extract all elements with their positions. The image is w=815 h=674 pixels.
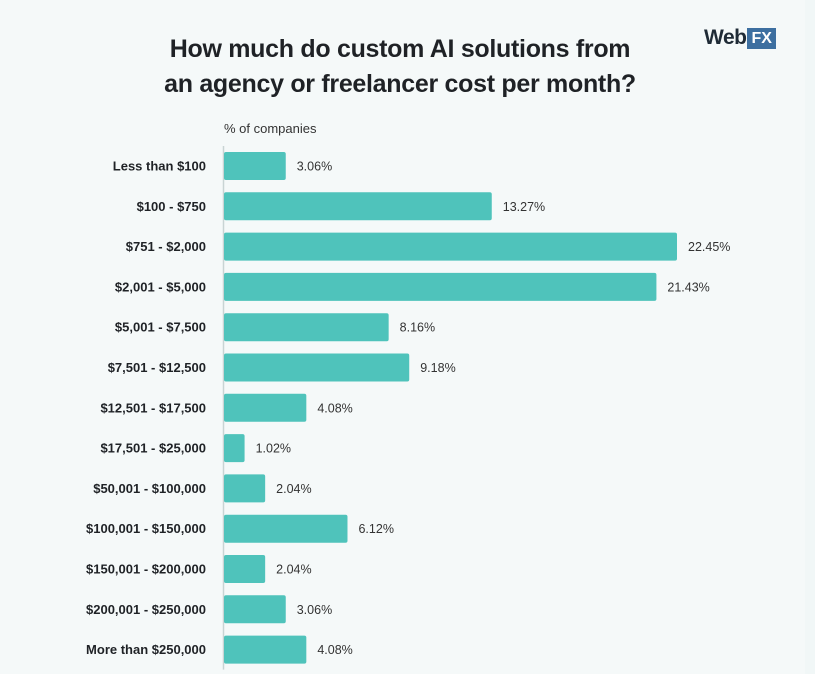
- bar: [224, 595, 286, 624]
- value-label: 2.04%: [276, 482, 311, 496]
- value-label: 8.16%: [400, 321, 435, 335]
- bar: [224, 152, 286, 180]
- category-label: $200,001 - $250,000: [86, 602, 206, 617]
- value-label: 3.06%: [297, 603, 332, 617]
- value-label: 2.04%: [276, 563, 311, 577]
- bar: [224, 232, 677, 261]
- bar: [224, 514, 348, 543]
- bar: [224, 434, 245, 463]
- category-label: $5,001 - $7,500: [115, 320, 206, 335]
- bar: [224, 353, 410, 382]
- category-label: More than $250,000: [86, 642, 206, 657]
- bar: [224, 635, 307, 664]
- chart-title: How much do custom AI solutions from an …: [110, 32, 690, 102]
- value-label: 21.43%: [667, 280, 709, 294]
- category-label: $17,501 - $25,000: [100, 441, 206, 456]
- logo-text: Web: [704, 26, 747, 49]
- bar: [224, 393, 307, 422]
- category-label: Less than $100: [113, 159, 206, 174]
- value-label: 1.02%: [256, 442, 291, 456]
- bar: [224, 192, 492, 221]
- value-label: 6.12%: [358, 522, 393, 536]
- value-label: 13.27%: [503, 200, 545, 214]
- category-label: $100,001 - $150,000: [86, 521, 206, 536]
- bar: [224, 313, 389, 342]
- value-label: 3.06%: [297, 160, 332, 174]
- category-label: $50,001 - $100,000: [93, 481, 206, 496]
- value-label: 4.08%: [317, 643, 352, 657]
- category-label: $2,001 - $5,000: [115, 279, 206, 294]
- webfx-logo: Web FX: [704, 26, 776, 49]
- value-label: 9.18%: [420, 361, 455, 375]
- bar: [224, 555, 266, 583]
- category-label: $751 - $2,000: [126, 239, 206, 254]
- category-label: $12,501 - $17,500: [100, 400, 206, 415]
- bar: [224, 474, 266, 503]
- value-label: 4.08%: [317, 401, 352, 415]
- category-label: $100 - $750: [137, 199, 206, 214]
- chart-title-line-2: an agency or freelancer cost per month?: [164, 70, 636, 98]
- category-label: $150,001 - $200,000: [86, 562, 206, 577]
- value-label: 22.45%: [688, 240, 730, 254]
- bar: [224, 272, 657, 301]
- category-label: $7,501 - $12,500: [108, 360, 206, 375]
- unit-label: % of companies: [224, 121, 317, 136]
- chart-title-line-1: How much do custom AI solutions from: [169, 35, 631, 63]
- logo-badge: FX: [747, 27, 776, 49]
